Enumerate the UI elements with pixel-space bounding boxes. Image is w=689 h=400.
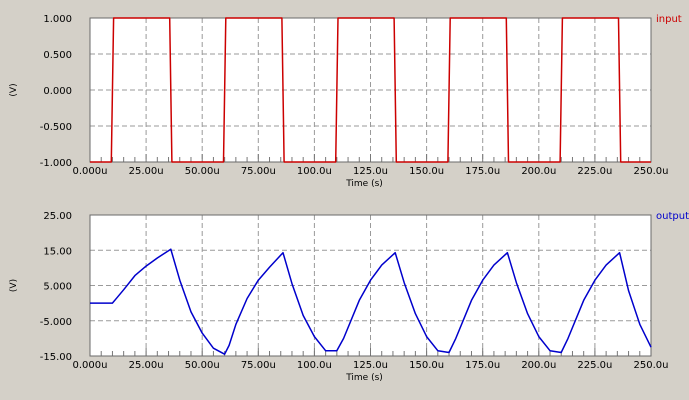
bottom-panel-x-axis-label: Time (s): [345, 373, 383, 383]
bottom-panel-x-tick-label: 125.0u: [353, 360, 388, 371]
top-panel-x-tick-label: 200.0u: [521, 166, 556, 177]
bottom-panel-x-tick-label: 225.0u: [577, 360, 612, 371]
bottom-panel-y-axis-label: (V): [9, 279, 19, 292]
bottom-panel-y-tick-label: 15.00: [43, 246, 72, 257]
top-panel-x-tick-label: 0.000u: [73, 166, 108, 177]
bottom-panel-x-tick-label: 0.000u: [73, 360, 108, 371]
bottom-panel-series-output: [90, 248, 652, 355]
top-panel-x-tick-label: 150.0u: [409, 166, 444, 177]
bottom-panel-x-tick-label: 75.00u: [241, 360, 276, 371]
bottom-panel-y-tick-label: -15.00: [40, 352, 72, 363]
top-panel-x-tick-label: 225.0u: [577, 166, 612, 177]
top-panel-x-tick-label: 250.0u: [634, 166, 669, 177]
top-panel-x-tick-label: 125.0u: [353, 166, 388, 177]
top-panel-y-tick-label: 1.000: [43, 14, 72, 25]
bottom-panel-x-tick-label: 25.00u: [129, 360, 164, 371]
top-panel-legend-input: input: [656, 14, 682, 25]
bottom-panel-x-tick-label: 150.0u: [409, 360, 444, 371]
bottom-panel-y-tick-label: 25.00: [43, 211, 72, 222]
bottom-panel-x-tick-label: 100.0u: [297, 360, 332, 371]
top-panel-y-tick-label: -0.500: [40, 122, 72, 133]
bottom-panel-x-tick-label: 200.0u: [521, 360, 556, 371]
top-panel-x-tick-label: 50.00u: [185, 166, 220, 177]
bottom-panel-y-tick-label: 5.000: [43, 282, 72, 293]
bottom-panel-frame: [89, 214, 652, 357]
top-panel-y-tick-label: 0.000: [43, 86, 72, 97]
bottom-panel-y-tick-label: -5.000: [40, 317, 72, 328]
top-panel-y-axis-label: (V): [9, 83, 19, 96]
top-panel-y-tick-label: 0.500: [43, 50, 72, 61]
bottom-panel-x-tick-label: 175.0u: [465, 360, 500, 371]
top-panel-x-tick-label: 100.0u: [297, 166, 332, 177]
bottom-panel-x-tick-label: 250.0u: [634, 360, 669, 371]
top-panel-y-tick-label: -1.000: [40, 158, 72, 169]
top-panel-x-tick-label: 25.00u: [129, 166, 164, 177]
top-panel-x-tick-label: 75.00u: [241, 166, 276, 177]
top-panel-series-input: [90, 17, 651, 163]
top-panel-x-tick-label: 175.0u: [465, 166, 500, 177]
top-panel-x-axis-label: Time (s): [345, 179, 383, 189]
bottom-panel-x-tick-label: 50.00u: [185, 360, 220, 371]
bottom-panel-legend-output: output: [656, 211, 689, 222]
